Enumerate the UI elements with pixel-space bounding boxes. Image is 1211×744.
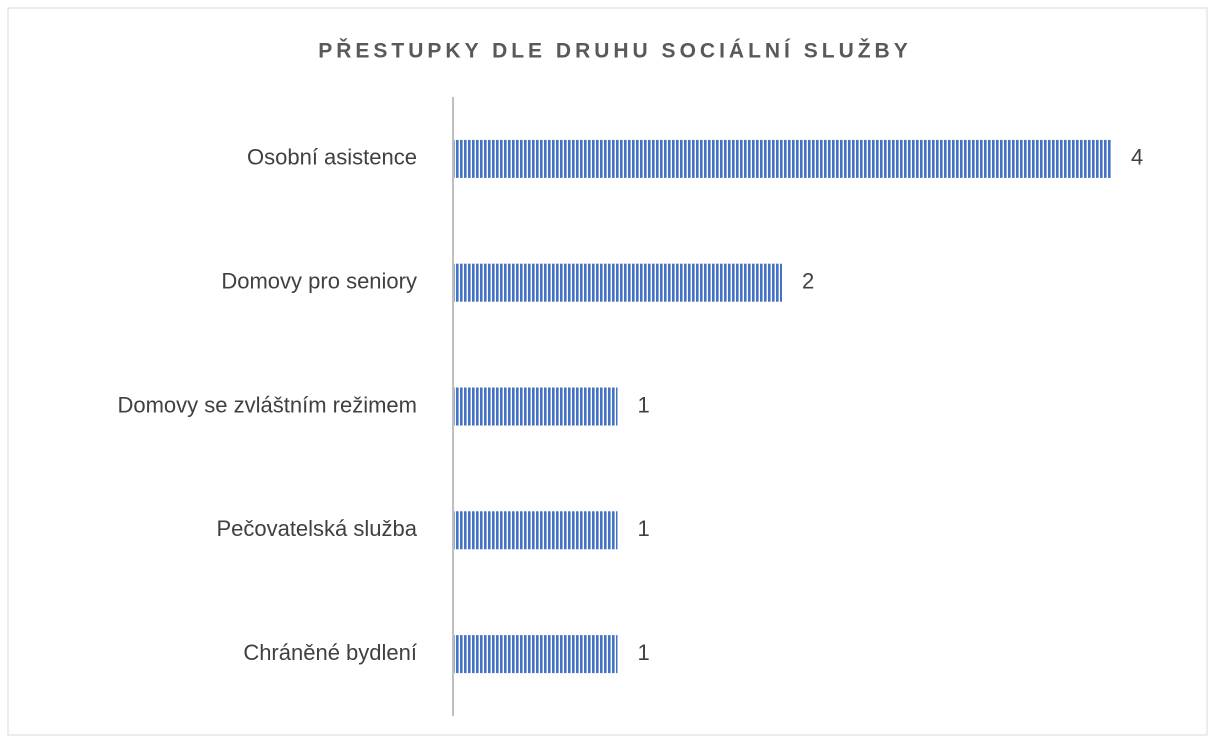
y-tick-label: Chráněné bydlení	[243, 640, 417, 665]
y-tick-label: Pečovatelská služba	[216, 516, 417, 541]
bar	[453, 139, 1111, 178]
data-label: 1	[638, 392, 650, 417]
bar	[453, 635, 618, 674]
data-label: 4	[1131, 145, 1143, 170]
bar	[453, 387, 618, 426]
y-tick-label: Osobní asistence	[247, 145, 417, 170]
bar	[453, 263, 782, 302]
chart-title: PŘESTUPKY DLE DRUHU SOCIÁLNÍ SLUŽBY	[318, 39, 911, 63]
y-tick-label: Domovy se zvláštním režimem	[117, 392, 417, 417]
bar	[453, 511, 618, 550]
data-label: 1	[638, 640, 650, 665]
y-tick-label: Domovy pro seniory	[221, 269, 417, 294]
data-label: 2	[802, 269, 814, 294]
data-label: 1	[638, 516, 650, 541]
chart-border	[7, 7, 1208, 736]
